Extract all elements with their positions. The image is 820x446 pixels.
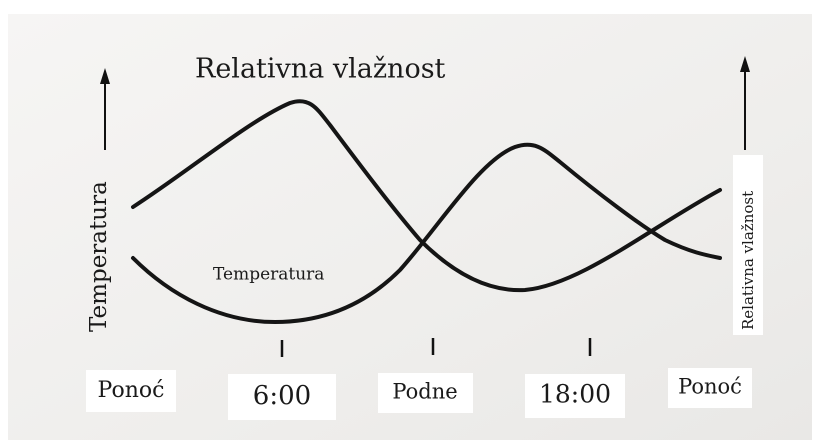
x-label: 6:00 [253,381,311,411]
right-arrow-head [740,56,750,72]
temperature-curve [131,142,722,325]
right-axis-label: Relativna vlažnost [739,191,757,330]
curve-label: Temperatura [213,265,324,285]
right-label-box [733,155,763,335]
humidity-curve [131,99,722,293]
x-label: 18:00 [539,380,611,409]
x-label: Ponoć [98,378,165,403]
label-box [378,373,473,413]
left-axis-label: Temperatura [86,181,112,332]
x-label: Ponoć [678,375,742,399]
title: Relativna vlažnost [195,54,446,85]
x-label: Podne [392,380,457,404]
label-box [86,370,176,412]
label-box [525,374,625,418]
label-box [668,368,752,408]
label-box [228,374,336,420]
left-arrow-head [100,68,110,84]
